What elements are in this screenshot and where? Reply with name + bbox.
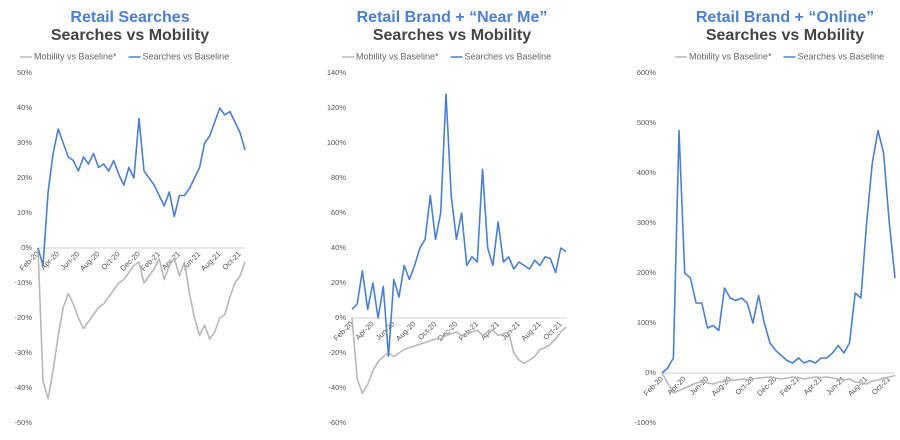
chart-title: Retail Searches — [70, 9, 189, 26]
legend-label: Searches vs Baseline — [798, 51, 885, 61]
legend-label: Mobility vs Baseline* — [34, 51, 117, 61]
y-tick-label: -10% — [14, 278, 32, 287]
y-tick-label: -40% — [328, 383, 346, 392]
chart-subtitle: Searches vs Mobility — [373, 27, 531, 44]
y-tick-label: 40% — [331, 243, 346, 252]
y-tick-label: 50% — [17, 68, 32, 77]
legend-label: Mobility vs Baseline* — [689, 51, 772, 61]
y-tick-label: 300% — [637, 218, 657, 227]
y-tick-label: 100% — [327, 138, 347, 147]
y-tick-label: -20% — [14, 313, 32, 322]
x-tick-label: Aug-21 — [846, 374, 869, 397]
x-tick-label: Oct-21 — [541, 319, 563, 341]
series-line — [351, 93, 567, 358]
x-tick-label: Feb-20 — [642, 374, 665, 397]
y-tick-label: 60% — [331, 208, 346, 217]
x-tick-label: Aug-21 — [199, 249, 222, 272]
y-tick-label: 0% — [21, 243, 32, 252]
legend-label: Searches vs Baseline — [465, 51, 552, 61]
y-tick-label: 20% — [17, 173, 32, 182]
y-tick-label: 10% — [17, 208, 32, 217]
y-tick-label: 200% — [637, 268, 657, 277]
y-tick-label: 100% — [637, 318, 657, 327]
series-line — [37, 107, 246, 267]
y-tick-label: 600% — [637, 68, 657, 77]
x-tick-label: Oct-20 — [99, 249, 121, 271]
legend-label: Searches vs Baseline — [143, 51, 230, 61]
y-tick-label: -100% — [634, 418, 656, 427]
chart-subtitle: Searches vs Mobility — [706, 27, 864, 44]
y-tick-label: 0% — [335, 313, 346, 322]
y-tick-label: 20% — [331, 278, 346, 287]
y-tick-label: -30% — [14, 348, 32, 357]
chart-title: Retail Brand + “Online” — [696, 9, 874, 26]
series-line — [661, 372, 896, 394]
y-tick-label: 80% — [331, 173, 346, 182]
x-tick-label: Feb-20 — [18, 249, 41, 272]
y-tick-label: -20% — [328, 348, 346, 357]
x-tick-label: Dec-20 — [118, 249, 141, 272]
x-tick-label: Aug-21 — [519, 319, 542, 342]
x-tick-label: Apr-21 — [160, 249, 182, 271]
y-tick-label: 0% — [645, 368, 656, 377]
chart-title: Retail Brand + “Near Me” — [357, 9, 548, 26]
y-tick-label: 40% — [17, 103, 32, 112]
legend-label: Mobility vs Baseline* — [356, 51, 439, 61]
y-tick-label: 120% — [327, 103, 347, 112]
x-tick-label: Jun-20 — [59, 249, 82, 272]
y-tick-label: -40% — [14, 383, 32, 392]
y-tick-label: 400% — [637, 168, 657, 177]
x-tick-label: Aug-20 — [710, 374, 733, 397]
y-tick-label: 500% — [637, 118, 657, 127]
x-tick-label: Apr-20 — [353, 319, 375, 341]
y-tick-label: -60% — [328, 418, 346, 427]
series-line — [661, 129, 896, 374]
x-tick-label: Oct-21 — [220, 249, 242, 271]
x-tick-label: Aug-20 — [394, 319, 417, 342]
y-tick-label: 140% — [327, 68, 347, 77]
x-tick-label: Aug-20 — [78, 249, 101, 272]
y-tick-label: 30% — [17, 138, 32, 147]
series-line — [37, 247, 246, 400]
y-tick-label: -50% — [14, 418, 32, 427]
x-tick-label: Jun-21 — [180, 249, 203, 272]
chart-subtitle: Searches vs Mobility — [51, 27, 209, 44]
x-tick-label: Feb-20 — [332, 319, 355, 342]
x-tick-label: Oct-20 — [733, 374, 755, 396]
